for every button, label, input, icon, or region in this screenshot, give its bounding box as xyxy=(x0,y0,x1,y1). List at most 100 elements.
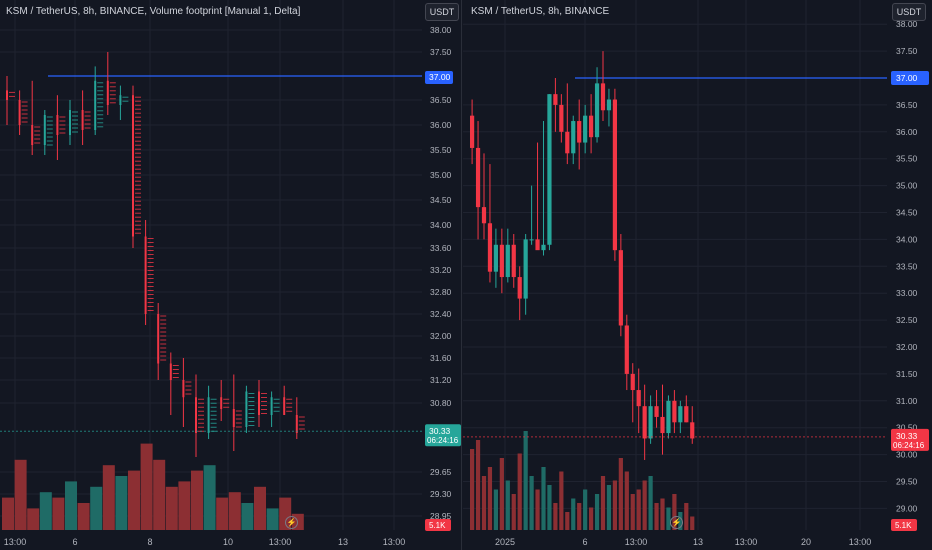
footprint-chart-canvas[interactable]: 38.00 37.50 36.50 36.00 35.50 35.00 34.50 34.00… xyxy=(0,0,462,550)
price-tick-label: 34.50 xyxy=(896,208,918,218)
volume-bar xyxy=(39,492,52,530)
volume-bar xyxy=(660,498,665,530)
chart-legend[interactable]: KSM / TetherUS, 8h, BINANCE, Volume foot… xyxy=(6,6,301,17)
volume-bar xyxy=(642,480,647,530)
time-tick-label: 8 xyxy=(147,537,152,547)
volume-bar xyxy=(565,512,570,530)
volume-bar xyxy=(140,443,153,530)
time-tick-label: 13 xyxy=(338,537,348,547)
lightning-icon[interactable]: ⚡ xyxy=(285,516,298,529)
candlestick-chart-pane[interactable]: KSM / TetherUS, 8h, BINANCE USDT 38.00 37… xyxy=(463,0,932,550)
candle-body xyxy=(678,406,683,423)
candle-body xyxy=(18,100,21,125)
volume-bar xyxy=(583,489,588,530)
volume-bar xyxy=(624,471,629,530)
candle-body xyxy=(132,95,134,237)
price-tick-label: 34.00 xyxy=(430,220,452,230)
volume-bar xyxy=(90,486,103,530)
lightning-icon[interactable]: ⚡ xyxy=(670,516,683,529)
currency-button[interactable]: USDT xyxy=(892,3,926,21)
volume-bar xyxy=(684,503,689,530)
candle-body xyxy=(636,390,641,407)
price-tick-label: 35.50 xyxy=(430,145,452,155)
price-tick-label: 32.00 xyxy=(896,342,918,352)
time-tick-label: 20 xyxy=(801,537,811,547)
candle-body xyxy=(511,244,516,278)
volume-bar xyxy=(594,494,600,530)
last-price-tag xyxy=(425,424,461,447)
volume-bar xyxy=(541,467,546,530)
candle-body xyxy=(630,373,635,391)
candle-body xyxy=(169,363,172,380)
price-tick-label: 33.50 xyxy=(896,261,918,271)
candle-body xyxy=(624,325,629,374)
volume-bar xyxy=(600,476,606,530)
candle-body xyxy=(195,397,197,433)
candle-body xyxy=(207,397,210,433)
volume-bar xyxy=(606,485,612,530)
price-tick-label: 31.00 xyxy=(896,396,918,406)
volume-bar xyxy=(571,498,576,530)
candle-body xyxy=(553,94,558,105)
candle-body xyxy=(654,406,659,417)
volume-bar xyxy=(589,507,594,530)
volume-bar xyxy=(523,431,528,530)
volume-bar xyxy=(577,503,582,530)
time-tick-label: 13:00 xyxy=(383,537,406,547)
candle-body xyxy=(81,110,84,130)
volume-bar xyxy=(511,494,516,530)
countdown-label: 06:24:16 xyxy=(427,436,459,445)
resistance-tag-label: 37.00 xyxy=(429,72,451,82)
price-tick-label: 29.65 xyxy=(430,467,452,477)
time-tick-label: 13:00 xyxy=(735,537,758,547)
candle-body xyxy=(618,250,623,326)
price-tick-label: 30.50 xyxy=(896,423,918,433)
price-tick-label: 35.00 xyxy=(430,170,452,180)
volume-bar xyxy=(636,489,641,530)
volume-bar xyxy=(535,489,540,530)
price-tick-label: 32.40 xyxy=(430,309,452,319)
candlestick-chart-canvas[interactable]: 38.00 37.50 36.50 36.00 35.50 35.00 34.50 34.00… xyxy=(463,0,932,550)
time-tick-label: 6 xyxy=(72,537,77,547)
candle-body xyxy=(499,244,504,278)
volume-bar xyxy=(241,503,254,530)
last-price-tag xyxy=(891,428,929,451)
price-tick-label: 29.30 xyxy=(430,489,452,499)
footprint-chart-pane[interactable]: KSM / TetherUS, 8h, BINANCE, Volume foot… xyxy=(0,0,462,550)
candle-body xyxy=(481,207,487,224)
price-tick-label: 38.00 xyxy=(430,25,452,35)
candle-body xyxy=(232,409,235,427)
candle-body xyxy=(672,400,677,423)
price-tick-label: 35.50 xyxy=(896,154,918,164)
candle-body xyxy=(283,397,286,415)
volume-bar xyxy=(487,467,493,530)
chart-legend[interactable]: KSM / TetherUS, 8h, BINANCE xyxy=(471,6,610,17)
candle-body xyxy=(612,99,617,251)
volume-bar xyxy=(493,489,498,530)
candle-body xyxy=(541,244,546,251)
candle-body xyxy=(594,83,600,138)
candle-body xyxy=(43,115,46,145)
candle-body xyxy=(69,110,71,135)
volume-tag-label: 5.1K xyxy=(895,521,912,530)
price-tick-label: 30.00 xyxy=(896,450,918,460)
candle-body xyxy=(547,94,552,245)
last-price-tag-label: 30.33 xyxy=(896,431,918,441)
candle-body xyxy=(660,416,665,434)
volume-bar xyxy=(666,507,671,530)
volume-bar xyxy=(505,480,510,530)
volume-bar xyxy=(178,481,191,530)
volume-bar xyxy=(102,465,115,530)
candle-body xyxy=(470,115,475,148)
price-tick-label: 31.20 xyxy=(430,375,452,385)
currency-button[interactable]: USDT xyxy=(425,3,459,21)
volume-bar xyxy=(203,465,216,530)
time-tick-label: 13:00 xyxy=(269,537,292,547)
price-tick-label: 33.60 xyxy=(430,243,452,253)
countdown-label: 06:24:16 xyxy=(893,441,925,450)
candle-body xyxy=(684,406,689,423)
resistance-tag xyxy=(425,71,453,84)
volume-tag-label: 5.1K xyxy=(429,521,446,530)
volume-bar xyxy=(517,453,522,530)
candle-body xyxy=(589,115,594,138)
